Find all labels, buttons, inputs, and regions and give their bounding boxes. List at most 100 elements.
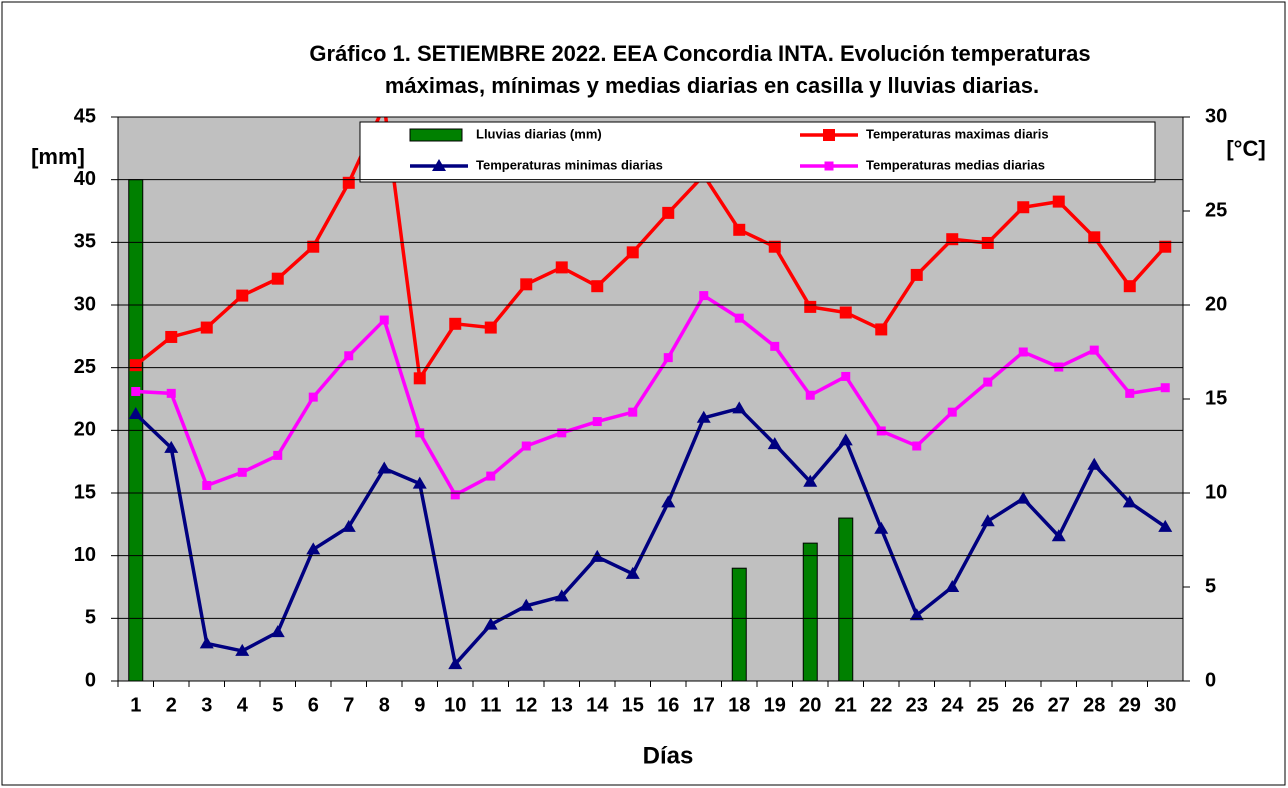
point	[838, 433, 853, 446]
point	[912, 441, 922, 451]
point	[981, 236, 994, 249]
x-tick-label: 6	[308, 694, 319, 716]
point	[1125, 388, 1135, 398]
point	[486, 471, 496, 481]
point	[875, 323, 888, 336]
x-tick-label: 28	[1083, 694, 1105, 716]
x-tick-label: 8	[379, 694, 390, 716]
x-tick-label: 2	[166, 694, 177, 716]
point	[306, 542, 321, 555]
point	[661, 495, 676, 508]
point	[1016, 491, 1031, 504]
point	[768, 240, 781, 253]
point	[625, 566, 640, 579]
legend	[359, 121, 1156, 183]
y-tick-label: 40	[74, 168, 96, 190]
line	[135, 293, 1166, 498]
point	[202, 480, 212, 490]
x-tick-label: 15	[622, 694, 644, 716]
x-tick-label: 4	[237, 694, 249, 716]
x-tick-label: 24	[941, 694, 964, 716]
point	[557, 428, 567, 438]
y2-tick-label: 30	[1205, 105, 1227, 127]
legend-label: Temperaturas maximas diaris	[866, 126, 1049, 141]
point	[663, 353, 673, 363]
point	[235, 643, 250, 656]
y-tick-label: 15	[74, 481, 96, 503]
point	[1087, 457, 1102, 470]
point	[767, 437, 782, 450]
x-tick-label: 1	[130, 694, 141, 716]
point	[1051, 529, 1066, 542]
point	[273, 450, 283, 460]
y2-tick-label: 5	[1205, 575, 1216, 597]
point	[874, 521, 889, 534]
point	[413, 372, 426, 385]
point	[1052, 195, 1065, 208]
point	[804, 300, 817, 313]
point	[341, 519, 356, 532]
x-tick-label: 29	[1119, 694, 1141, 716]
point	[947, 407, 957, 417]
legend-label: Temperaturas medias diarias	[866, 157, 1045, 172]
chart-title: Gráfico 1. SETIEMBRE 2022. EEA Concordia…	[309, 41, 1090, 66]
point	[415, 428, 425, 438]
x-tick-label: 30	[1154, 694, 1176, 716]
x-tick-label: 23	[906, 694, 928, 716]
point	[732, 401, 747, 414]
point	[1159, 240, 1172, 253]
x-tick-label: 14	[586, 694, 609, 716]
x-tick-label: 17	[693, 694, 715, 716]
point	[1158, 519, 1173, 532]
point	[1017, 201, 1030, 214]
y2-tick-label: 25	[1205, 199, 1227, 221]
x-tick-label: 19	[764, 694, 786, 716]
point	[450, 490, 460, 500]
y2-tick-label: 0	[1205, 669, 1216, 691]
x-tick-label: 10	[444, 694, 466, 716]
point	[628, 407, 638, 417]
point	[307, 240, 320, 253]
point	[521, 441, 531, 451]
x-tick-label: 18	[728, 694, 750, 716]
point	[554, 589, 569, 602]
point	[377, 461, 392, 474]
point	[699, 291, 709, 301]
y-axis-label: [mm]	[31, 144, 85, 169]
y-tick-label: 30	[74, 293, 96, 315]
x-tick-label: 16	[657, 694, 679, 716]
point	[733, 223, 746, 236]
bar	[802, 542, 818, 681]
x-tick-label: 9	[414, 694, 425, 716]
point	[1160, 383, 1170, 393]
y2-axis-label: [°C]	[1226, 136, 1265, 161]
point	[519, 598, 534, 611]
point	[1018, 347, 1028, 357]
point	[165, 330, 178, 343]
point	[379, 315, 389, 325]
y2-tick-label: 10	[1205, 481, 1227, 503]
point	[342, 176, 355, 189]
point	[199, 636, 214, 649]
x-tick-label: 20	[799, 694, 821, 716]
point	[803, 474, 818, 487]
point	[591, 280, 604, 293]
point	[308, 392, 318, 402]
x-tick-label: 3	[201, 694, 212, 716]
point	[166, 388, 176, 398]
point	[824, 161, 834, 171]
point	[200, 321, 213, 334]
point	[555, 261, 568, 274]
y2-tick-label: 15	[1205, 387, 1227, 409]
point	[271, 272, 284, 285]
line	[134, 406, 1167, 668]
point	[980, 514, 995, 527]
point	[344, 351, 354, 361]
y-tick-label: 25	[74, 356, 96, 378]
point	[839, 306, 852, 319]
point	[592, 417, 602, 427]
x-tick-label: 13	[551, 694, 573, 716]
point	[841, 371, 851, 381]
point	[128, 407, 143, 420]
